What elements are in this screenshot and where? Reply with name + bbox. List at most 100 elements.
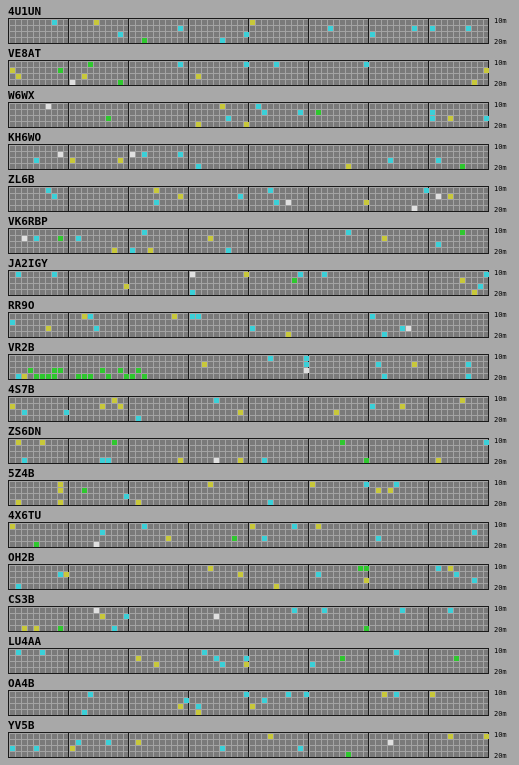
signal-cell (304, 692, 309, 697)
propagation-grid (8, 60, 489, 86)
signal-cell (148, 248, 153, 253)
beacon-row: 5Z4B 10m 20m (0, 465, 519, 508)
hour-divider (188, 61, 189, 85)
callsign-label: 5Z4B (8, 467, 35, 480)
hour-divider (68, 733, 69, 757)
signal-cell (424, 188, 429, 193)
signal-cell (34, 158, 39, 163)
callsign-label: OA4B (8, 677, 35, 690)
signal-cell (484, 116, 489, 121)
beacon-row: W6WX 10m 20m (0, 87, 519, 130)
band-label-10m: 10m (494, 59, 507, 67)
hour-divider (428, 565, 429, 589)
signal-cell (58, 626, 63, 631)
signal-cell (310, 482, 315, 487)
signal-cell (322, 272, 327, 277)
signal-cell (238, 458, 243, 463)
hour-divider (68, 19, 69, 43)
band-label-10m: 10m (494, 269, 507, 277)
signal-cell (466, 26, 471, 31)
signal-cell (244, 62, 249, 67)
beacon-row: 4U1UN 10m 20m (0, 3, 519, 46)
hour-divider (68, 481, 69, 505)
signal-cell (484, 68, 489, 73)
callsign-label: KH6WO (8, 131, 42, 144)
hour-divider (188, 103, 189, 127)
signal-cell (382, 236, 387, 241)
signal-cell (466, 374, 471, 379)
signal-cell (208, 566, 213, 571)
signal-cell (436, 458, 441, 463)
hour-divider (308, 691, 309, 715)
hour-divider (188, 187, 189, 211)
propagation-grid (8, 102, 489, 128)
signal-cell (112, 626, 117, 631)
signal-cell (214, 398, 219, 403)
callsign-label: ZS6DN (8, 425, 42, 438)
signal-cell (136, 416, 141, 421)
hour-divider (68, 103, 69, 127)
signal-cell (112, 248, 117, 253)
hour-divider (428, 397, 429, 421)
propagation-grid (8, 648, 489, 674)
hour-divider (128, 61, 129, 85)
hour-divider (248, 313, 249, 337)
hour-divider (428, 19, 429, 43)
hour-divider (68, 649, 69, 673)
band-label-20m: 20m (494, 248, 507, 256)
signal-cell (484, 440, 489, 445)
propagation-grid (8, 18, 489, 44)
signal-cell (292, 608, 297, 613)
signal-cell (304, 368, 309, 373)
hour-divider (128, 187, 129, 211)
signal-cell (250, 704, 255, 709)
hour-divider (248, 271, 249, 295)
signal-cell (448, 608, 453, 613)
hour-divider (368, 229, 369, 253)
signal-cell (274, 62, 279, 67)
signal-cell (208, 482, 213, 487)
signal-cell (208, 236, 213, 241)
signal-cell (124, 494, 129, 499)
hour-divider (428, 523, 429, 547)
signal-cell (16, 650, 21, 655)
hour-divider (368, 649, 369, 673)
signal-cell (382, 374, 387, 379)
band-label-20m: 20m (494, 458, 507, 466)
signal-cell (472, 290, 477, 295)
propagation-grid (8, 228, 489, 254)
hour-divider (188, 145, 189, 169)
propagation-grid (8, 732, 489, 758)
signal-cell (196, 74, 201, 79)
signal-cell (28, 368, 33, 373)
signal-cell (46, 188, 51, 193)
signal-cell (154, 188, 159, 193)
beacon-row: ZS6DN 10m 20m (0, 423, 519, 466)
hour-divider (68, 229, 69, 253)
signal-cell (70, 158, 75, 163)
signal-cell (190, 290, 195, 295)
signal-cell (238, 194, 243, 199)
beacon-row: ZL6B 10m 20m (0, 171, 519, 214)
hour-divider (68, 439, 69, 463)
signal-cell (118, 404, 123, 409)
hour-divider (308, 187, 309, 211)
signal-cell (106, 374, 111, 379)
signal-cell (16, 272, 21, 277)
signal-cell (178, 704, 183, 709)
signal-cell (214, 458, 219, 463)
hour-divider (248, 439, 249, 463)
beacon-row: OH2B 10m 20m (0, 549, 519, 592)
signal-cell (172, 314, 177, 319)
signal-cell (82, 374, 87, 379)
hour-divider (308, 397, 309, 421)
hour-divider (368, 61, 369, 85)
callsign-label: W6WX (8, 89, 35, 102)
signal-cell (58, 572, 63, 577)
signal-cell (382, 332, 387, 337)
signal-cell (472, 80, 477, 85)
signal-cell (34, 746, 39, 751)
hour-divider (428, 61, 429, 85)
signal-cell (382, 692, 387, 697)
hour-divider (128, 103, 129, 127)
